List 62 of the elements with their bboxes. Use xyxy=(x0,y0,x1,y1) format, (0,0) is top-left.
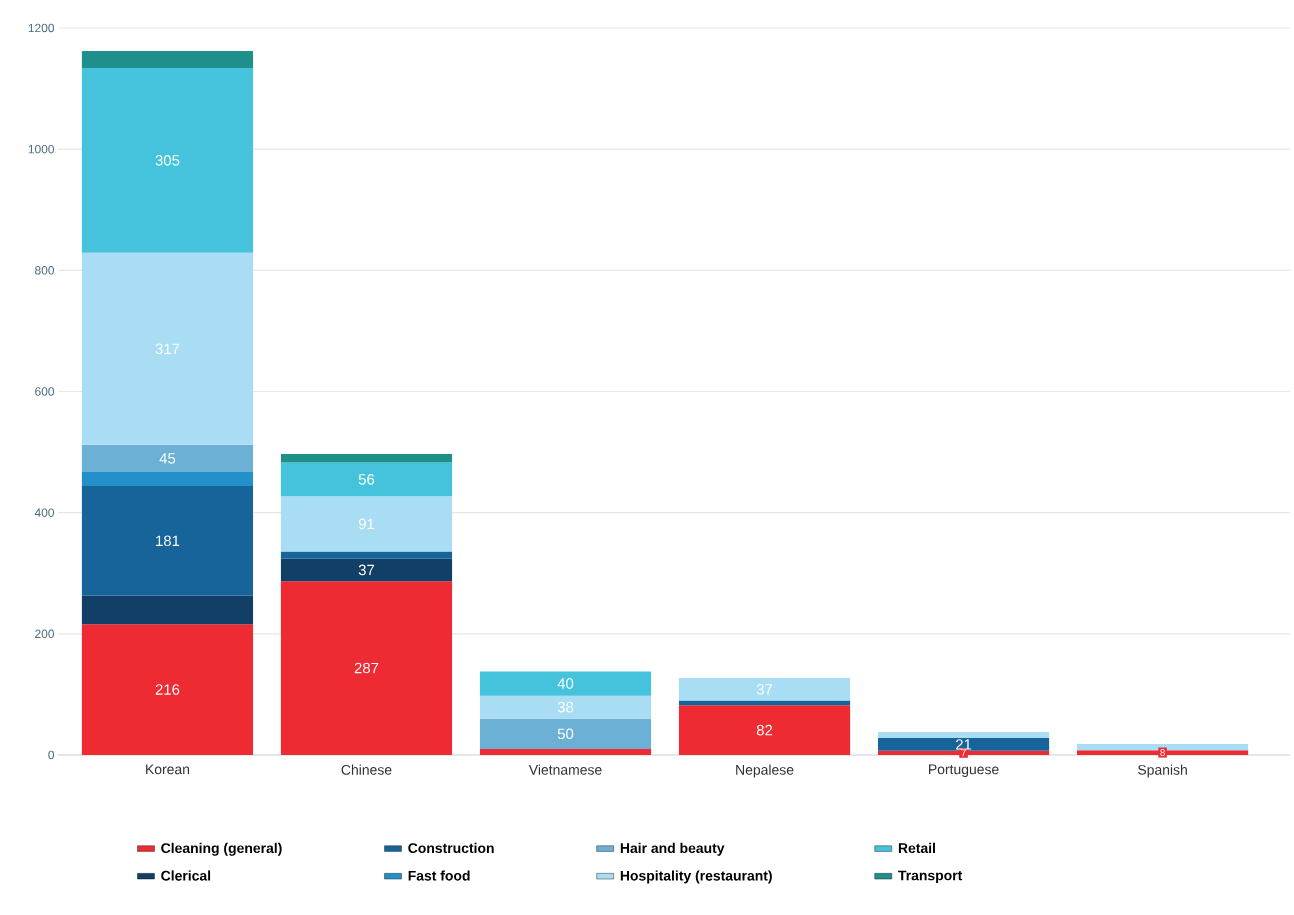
bar xyxy=(81,595,254,625)
data-label: 287 xyxy=(354,662,379,674)
bar xyxy=(81,51,254,68)
bar xyxy=(877,731,1050,739)
data-label: 37 xyxy=(358,564,375,576)
y-tick-label: 400 xyxy=(34,508,55,517)
legend-label: Transport xyxy=(898,870,963,884)
bar xyxy=(877,738,1050,751)
bar xyxy=(81,486,254,596)
data-label: 50 xyxy=(557,728,574,740)
y-tick-label: 1000 xyxy=(28,144,55,154)
bar xyxy=(280,453,453,463)
legend-label: Clerical xyxy=(161,870,211,881)
bar xyxy=(479,718,652,749)
bar xyxy=(280,551,453,559)
bar xyxy=(81,444,254,473)
data-label: 216 xyxy=(155,684,180,695)
y-tick-label: 600 xyxy=(35,387,55,396)
data-label: 38 xyxy=(557,701,574,713)
y-tick-label: 200 xyxy=(35,629,55,639)
bar xyxy=(678,700,851,706)
bar xyxy=(479,695,652,719)
x-tick-label: Chinese xyxy=(341,764,392,775)
data-label: 305 xyxy=(155,155,180,166)
bar xyxy=(280,496,453,552)
y-tick-label: 800 xyxy=(35,266,55,275)
data-label: 91 xyxy=(358,518,375,530)
x-tick-label: Nepalese xyxy=(736,764,794,778)
data-label: 21 xyxy=(956,739,972,750)
bar xyxy=(678,705,851,755)
x-tick-label: Portuguese xyxy=(929,764,999,778)
data-label: 37 xyxy=(756,683,773,695)
bar xyxy=(280,558,453,582)
legend-label: Hospitality (restaurant) xyxy=(620,870,772,884)
data-label: 7 xyxy=(961,749,966,757)
data-label: 40 xyxy=(557,678,574,689)
y-tick-label: 0 xyxy=(48,750,55,760)
legend-label: Cleaning (general) xyxy=(161,842,282,856)
bar xyxy=(81,252,254,445)
legend-label: Retail xyxy=(898,842,935,854)
bar xyxy=(81,67,254,253)
data-label: 82 xyxy=(756,724,773,736)
legend-label: Hair and beauty xyxy=(620,842,725,856)
bar xyxy=(1077,744,1249,751)
bar xyxy=(81,472,254,487)
data-label: 8 xyxy=(1160,749,1165,757)
data-label: 181 xyxy=(156,535,180,547)
y-tick-label: 1200 xyxy=(28,23,55,33)
x-tick-label: Korean xyxy=(146,764,190,775)
bar xyxy=(280,462,453,497)
legend-label: Fast food xyxy=(408,870,470,881)
data-label: 45 xyxy=(159,453,176,464)
legend-label: Construction xyxy=(408,842,494,854)
bar xyxy=(479,748,652,755)
x-tick-label: Vietnamese xyxy=(528,764,602,775)
bar xyxy=(479,671,652,696)
data-label: 56 xyxy=(358,474,375,485)
bar xyxy=(280,581,453,755)
bar xyxy=(81,624,254,755)
data-label: 317 xyxy=(155,343,180,355)
x-tick-label: Spanish xyxy=(1138,764,1187,778)
bar xyxy=(678,678,851,701)
